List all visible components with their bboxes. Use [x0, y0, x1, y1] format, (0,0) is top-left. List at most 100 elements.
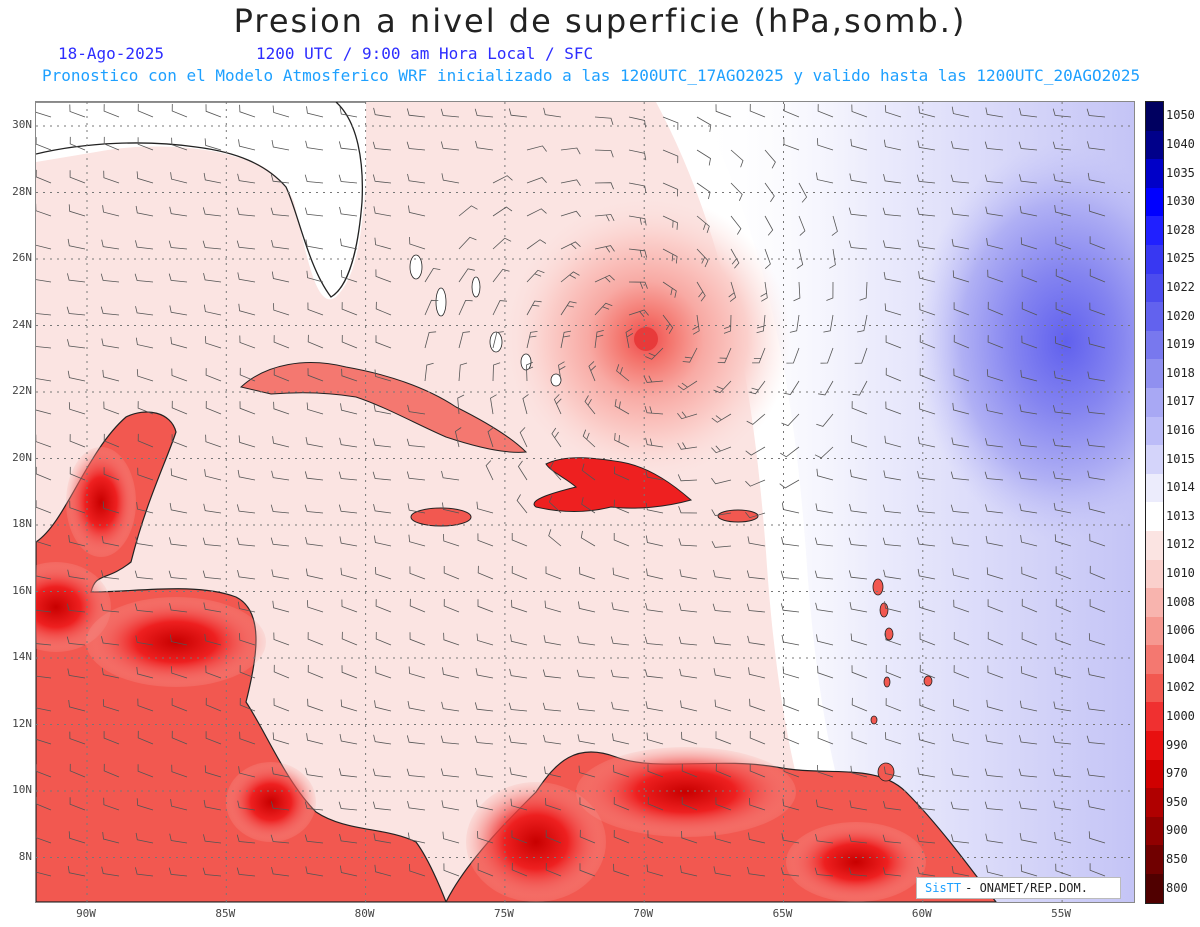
- wind-barb: [628, 182, 647, 193]
- wind-barb: [1021, 335, 1038, 349]
- wind-barb: [205, 665, 222, 679]
- wind-barb: [885, 698, 902, 712]
- wind-barb: [677, 380, 698, 391]
- wind-barb: [1089, 533, 1106, 547]
- wind-barb: [628, 116, 646, 128]
- wind-barb: [305, 568, 324, 580]
- wind-barb: [203, 304, 222, 316]
- wind-barb: [237, 272, 256, 283]
- wind-barb: [304, 801, 324, 811]
- wind-barb: [953, 368, 970, 382]
- wind-barb: [578, 765, 596, 778]
- wind-barb: [205, 434, 222, 448]
- pressure-map: [35, 101, 1135, 903]
- lat-label: 28N: [12, 184, 32, 198]
- wind-barb: [339, 536, 358, 547]
- wind-barb: [1054, 832, 1072, 844]
- wind-barb: [202, 537, 222, 547]
- wind-barb: [443, 863, 460, 877]
- wind-barb: [134, 570, 154, 580]
- wind-barb: [66, 636, 86, 646]
- wind-barb: [1019, 503, 1038, 514]
- wind-barb: [236, 867, 256, 877]
- wind-barb: [525, 361, 534, 382]
- wind-barb: [137, 103, 154, 118]
- wind-barb: [611, 602, 630, 613]
- wind-barb: [885, 732, 902, 745]
- wind-barb: [170, 666, 188, 679]
- colorbar-swatch: [1146, 187, 1163, 217]
- wind-barb: [374, 369, 392, 382]
- wind-barb: [919, 334, 936, 349]
- wind-barb: [205, 104, 222, 118]
- wind-barb: [36, 279, 52, 283]
- wind-barb: [68, 699, 86, 712]
- wind-barb: [884, 303, 902, 316]
- wind-barb: [560, 301, 577, 316]
- wind-barb: [984, 801, 1004, 811]
- wind-barb: [594, 149, 614, 158]
- wind-barb: [68, 535, 86, 547]
- wind-barb: [170, 799, 188, 811]
- wind-barb: [273, 335, 290, 349]
- wind-barb: [817, 764, 834, 778]
- wind-barb: [270, 504, 290, 514]
- wind-barb: [1087, 768, 1106, 778]
- wind-barb: [883, 470, 902, 481]
- wind-barb: [406, 735, 426, 745]
- wind-barb: [202, 867, 222, 877]
- wind-barb: [239, 665, 256, 679]
- colorbar-label: 1050: [1166, 108, 1195, 123]
- wind-barb: [168, 240, 188, 250]
- wind-barb: [67, 273, 86, 283]
- wind-barb: [953, 599, 970, 613]
- wind-barb: [509, 767, 528, 778]
- wind-barb: [408, 534, 426, 547]
- wind-barb: [170, 172, 188, 184]
- wind-barb: [884, 435, 902, 448]
- wind-barb: [849, 800, 868, 811]
- wind-barb: [102, 832, 120, 844]
- wind-barb: [272, 600, 290, 613]
- wind-barb: [815, 799, 834, 811]
- wind-barb: [714, 831, 732, 844]
- wind-barb: [440, 768, 460, 778]
- lat-label: 30N: [12, 118, 32, 131]
- wind-barb: [985, 535, 1004, 547]
- colorbar-label: 1015: [1166, 451, 1195, 466]
- wind-barb: [848, 537, 868, 547]
- wind-barb: [678, 538, 698, 547]
- wind-barb: [510, 634, 528, 646]
- colorbar-label: 1040: [1166, 136, 1195, 151]
- wind-barb: [987, 301, 1004, 316]
- wind-barb: [102, 205, 120, 217]
- wind-barb: [1088, 502, 1106, 514]
- wind-barb: [987, 269, 1004, 283]
- wind-barb: [560, 210, 581, 217]
- wind-barb: [625, 328, 634, 349]
- wind-barb: [375, 566, 392, 580]
- wind-barb: [36, 575, 52, 580]
- wind-barb: [680, 700, 698, 712]
- wind-barb: [338, 504, 358, 514]
- wind-barb: [339, 206, 358, 217]
- wind-barb: [1020, 237, 1038, 250]
- wind-barb: [68, 831, 86, 844]
- wind-barb: [884, 105, 902, 118]
- wind-barb: [1089, 565, 1106, 580]
- wind-barb: [613, 466, 630, 481]
- wind-barb: [1088, 204, 1106, 217]
- wind-barb: [711, 445, 732, 454]
- lat-label: 22N: [12, 384, 32, 397]
- wind-barb: [409, 632, 426, 646]
- wind-barb: [1087, 172, 1106, 184]
- wind-barb: [662, 182, 679, 197]
- wind-barb: [454, 427, 462, 448]
- wind-barb: [236, 834, 256, 844]
- wind-barb: [134, 603, 154, 613]
- wind-barb: [748, 832, 766, 844]
- wind-barb: [951, 536, 970, 547]
- wind-barb: [764, 149, 776, 169]
- wind-barb: [594, 274, 615, 283]
- colorbar-swatch: [1146, 588, 1163, 617]
